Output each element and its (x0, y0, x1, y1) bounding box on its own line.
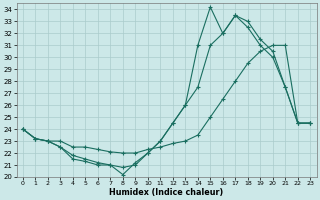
X-axis label: Humidex (Indice chaleur): Humidex (Indice chaleur) (109, 188, 224, 197)
